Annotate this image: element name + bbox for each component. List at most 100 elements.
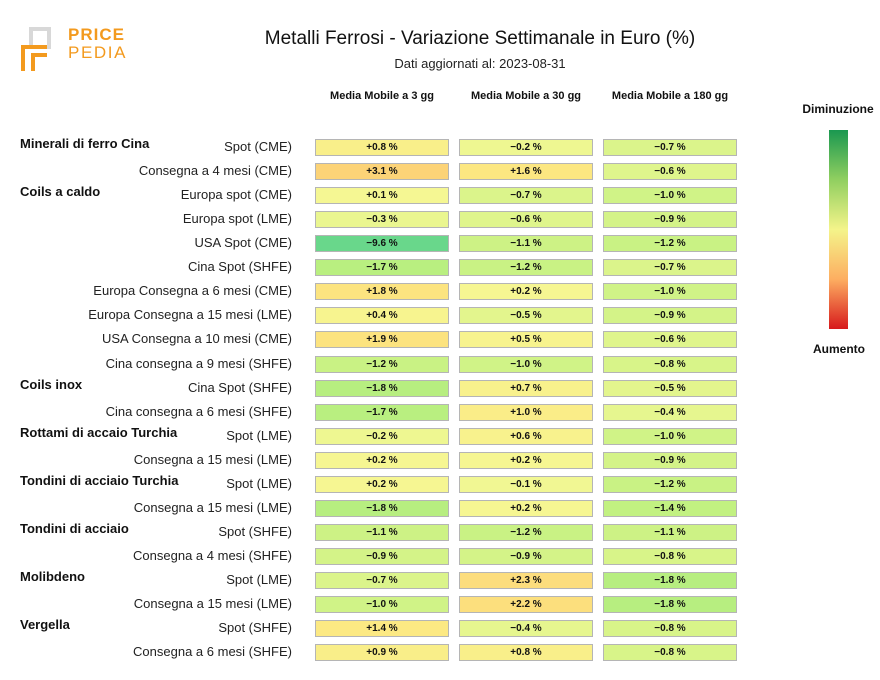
group-label: Coils a caldo	[20, 184, 101, 200]
chart-title: Metalli Ferrosi - Variazione Settimanale…	[264, 28, 696, 49]
value-cell: −0.9 %	[603, 451, 737, 469]
row-label: Cina consegna a 9 mesi (SHFE)	[105, 355, 292, 371]
row-label: Spot (CME)	[224, 139, 292, 154]
value-cell: −0.1 %	[459, 475, 593, 493]
value-cell: −1.8 %	[603, 572, 737, 590]
value-cell: +0.9 %	[315, 644, 449, 662]
value-cell: −0.6 %	[459, 211, 593, 229]
logo-text-price: PRICE	[68, 25, 125, 44]
value-cell: +0.2 %	[315, 451, 449, 469]
row-label: Cina Spot (SHFE)	[187, 379, 292, 395]
value-cell: +1.9 %	[315, 331, 449, 349]
value-cell: −1.2 %	[459, 259, 593, 277]
value-cell: −1.1 %	[315, 523, 449, 541]
value-cell: −0.2 %	[459, 139, 593, 156]
value-cell: −0.9 %	[603, 211, 737, 229]
value-cell: −1.8 %	[603, 596, 737, 614]
value-cell: +1.8 %	[315, 283, 449, 301]
row-label: Europa spot (CME)	[180, 187, 292, 203]
value-cell: −1.2 %	[315, 355, 449, 373]
value-cell: +0.2 %	[459, 451, 593, 469]
row-label: Cina Spot (SHFE)	[187, 259, 292, 275]
value-cell: −0.2 %	[315, 427, 449, 445]
value-cell: −0.5 %	[459, 307, 593, 325]
value-cell: −1.0 %	[315, 596, 449, 614]
value-cell: −0.8 %	[603, 644, 737, 662]
value-cell: −0.8 %	[603, 548, 737, 566]
group-label: Rottami di accaio Turchia	[20, 424, 178, 440]
value-cell: −0.5 %	[603, 379, 737, 397]
group-label: Molibdeno	[20, 569, 85, 585]
value-cell: +3.1 %	[315, 163, 449, 181]
value-cell: +0.8 %	[315, 139, 449, 156]
pricepedia-logo: PRICE PEDIA	[20, 26, 130, 74]
row-label: Consegna a 15 mesi (LME)	[133, 451, 292, 467]
value-cell: −0.6 %	[603, 331, 737, 349]
value-cell: −0.7 %	[603, 139, 737, 156]
legend-bottom-label: Aumento	[813, 342, 865, 356]
value-cell: −0.7 %	[315, 572, 449, 590]
column-header: Media Mobile a 30 gg	[470, 90, 582, 102]
value-cell: +0.2 %	[459, 499, 593, 517]
value-cell: +0.2 %	[315, 475, 449, 493]
value-cell: +1.6 %	[459, 163, 593, 181]
value-cell: +0.5 %	[459, 331, 593, 349]
row-label: Spot (SHFE)	[218, 523, 292, 539]
row-label: Consegna a 15 mesi (LME)	[133, 596, 292, 612]
column-header: Media Mobile a 180 gg	[611, 90, 729, 102]
value-cell: +2.2 %	[459, 596, 593, 614]
group-label: Minerali di ferro Cina	[20, 136, 150, 151]
value-cell: −1.4 %	[603, 499, 737, 517]
value-cell: +2.3 %	[459, 572, 593, 590]
row-label: Spot (LME)	[226, 475, 292, 491]
value-cell: −1.8 %	[315, 499, 449, 517]
value-cell: +0.6 %	[459, 427, 593, 445]
value-cell: −1.7 %	[315, 259, 449, 277]
value-cell: −0.9 %	[315, 548, 449, 566]
value-cell: +0.8 %	[459, 644, 593, 662]
group-label: Vergella	[20, 617, 70, 633]
value-cell: −1.2 %	[603, 235, 737, 253]
value-cell: −0.4 %	[603, 403, 737, 421]
row-label: Consegna a 4 mesi (SHFE)	[133, 548, 292, 564]
value-cell: −1.1 %	[603, 523, 737, 541]
row-label: Consegna a 15 mesi (LME)	[133, 499, 292, 515]
row-label: USA Consegna a 10 mesi (CME)	[101, 331, 292, 347]
value-cell: +1.0 %	[459, 403, 593, 421]
value-cell: −1.0 %	[603, 427, 737, 445]
row-label: Spot (LME)	[226, 572, 292, 588]
row-label: Consegna a 6 mesi (SHFE)	[133, 644, 292, 660]
value-cell: −0.8 %	[603, 620, 737, 638]
value-cell: −0.9 %	[603, 307, 737, 325]
value-cell: +1.4 %	[315, 620, 449, 638]
pricepedia-logo-icon	[21, 27, 51, 71]
value-cell: +0.2 %	[459, 283, 593, 301]
legend-top-label: Diminuzione	[802, 102, 874, 116]
row-label: Consegna a 4 mesi (CME)	[138, 163, 292, 179]
row-label: Europa spot (LME)	[182, 211, 292, 227]
value-cell: −9.6 %	[315, 235, 449, 253]
group-label: Tondini di acciaio Turchia	[20, 472, 179, 488]
value-cell: −1.1 %	[459, 235, 593, 253]
value-cell: −1.0 %	[603, 283, 737, 301]
value-cell: −0.7 %	[459, 187, 593, 205]
logo-text-pedia: PEDIA	[68, 43, 128, 62]
group-label: Tondini di acciaio	[20, 520, 129, 536]
row-label: Europa Consegna a 15 mesi (LME)	[88, 307, 292, 323]
value-cell: −0.4 %	[459, 620, 593, 638]
value-cell: −1.8 %	[315, 379, 449, 397]
value-cell: −0.3 %	[315, 211, 449, 229]
column-header: Media Mobile a 3 gg	[330, 90, 434, 102]
value-cell: −1.2 %	[603, 475, 737, 493]
value-cell: −1.7 %	[315, 403, 449, 421]
row-label: Europa Consegna a 6 mesi (CME)	[93, 283, 292, 299]
value-cell: +0.1 %	[315, 187, 449, 205]
chart-subtitle: Dati aggiornati al: 2023-08-31	[394, 56, 566, 71]
value-cell: −0.6 %	[603, 163, 737, 181]
value-cell: −0.8 %	[603, 355, 737, 373]
group-label: Coils inox	[20, 376, 83, 392]
value-cell: +0.4 %	[315, 307, 449, 325]
row-label: Spot (LME)	[226, 427, 292, 443]
value-cell: −1.2 %	[459, 523, 593, 541]
row-label: Spot (SHFE)	[218, 620, 292, 636]
